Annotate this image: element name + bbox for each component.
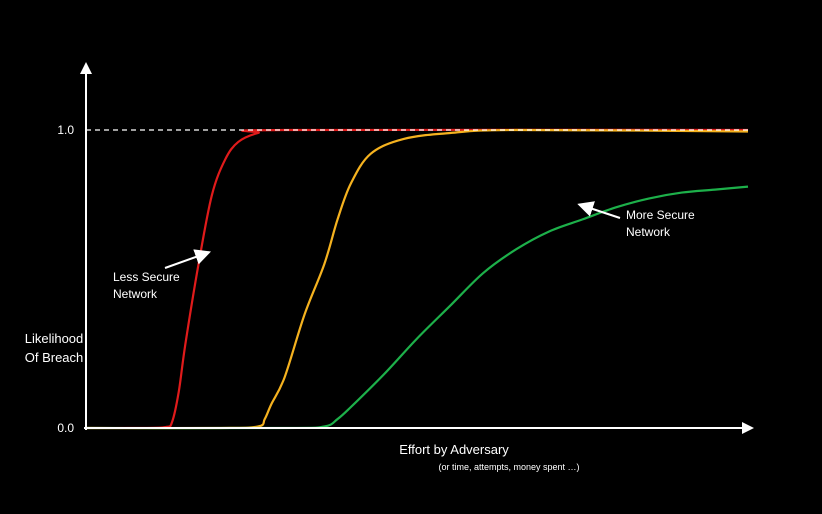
annotation-arrow: [164, 249, 212, 269]
annotation-less-secure: Less Secure Network: [113, 249, 212, 301]
annotation-more-secure: More Secure Network: [577, 201, 695, 239]
series-line-0: [85, 128, 749, 430]
y-tick-label: 1.0: [57, 123, 74, 137]
x-axis-sublabel: (or time, attempts, money spent …): [438, 462, 579, 472]
annotation-label: More Secure: [626, 208, 695, 222]
annotation-label: Network: [113, 287, 158, 301]
y-tick-label: 0.0: [57, 421, 74, 435]
series-line-2: [85, 185, 749, 430]
annotation-label: Less Secure: [113, 270, 180, 284]
series-line-1: [85, 128, 749, 430]
y-axis-label: Likelihood: [25, 331, 84, 346]
annotation-arrow: [577, 201, 621, 219]
y-axis-label: Of Breach: [25, 350, 84, 365]
annotation-label: Network: [626, 225, 671, 239]
x-axis-label: Effort by Adversary: [399, 442, 509, 457]
